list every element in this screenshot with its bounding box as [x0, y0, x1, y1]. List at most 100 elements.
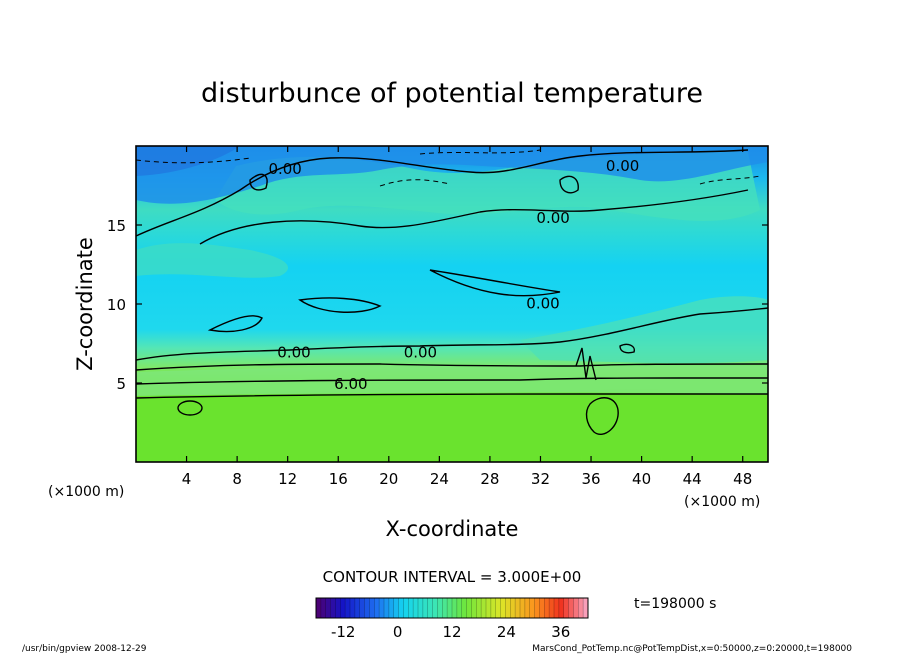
color-bar-swatch	[374, 598, 380, 618]
contour-line-zero-low	[136, 307, 768, 361]
x-tick-label: 12	[278, 470, 297, 488]
color-bar-swatch	[393, 598, 399, 618]
color-bar-swatch	[422, 598, 429, 618]
color-bar-swatch	[583, 598, 589, 618]
contour-island-6	[619, 343, 635, 354]
color-bar-swatch	[398, 598, 404, 618]
y-axis-label: Z-coordinate	[73, 237, 97, 371]
contour-island-3	[429, 269, 561, 297]
color-bar-swatch	[408, 598, 414, 618]
dashed-contours	[136, 149, 761, 187]
color-bar-tick-label: 0	[393, 623, 403, 641]
color-bar-swatch	[495, 598, 501, 618]
color-bar-swatch	[369, 598, 375, 618]
color-bar-swatch	[320, 598, 327, 618]
x-tick-label: 4	[182, 470, 192, 488]
dashed-contour-top-left	[136, 157, 251, 164]
color-bar-swatch	[486, 598, 492, 618]
color-bar-swatch	[384, 598, 390, 618]
color-bar-swatch	[544, 598, 550, 618]
contour-island-5	[249, 173, 268, 191]
contour-island-2	[298, 297, 382, 313]
x-tick-label: 32	[531, 470, 550, 488]
x-axis-unit-right: (×1000 m)	[684, 494, 760, 510]
x-tick-label: 28	[480, 470, 499, 488]
x-axis-ticks: 4 8 12 16 20 24 28 32 36 40 44 48	[182, 146, 752, 488]
contour-label: 0.00	[404, 343, 437, 361]
contour-label: 0.00	[536, 209, 569, 227]
color-bar-tick-label: -12	[331, 623, 356, 641]
contour-line-spike	[575, 347, 597, 381]
color-bar-swatch	[554, 598, 560, 618]
color-bar-swatch	[350, 598, 356, 618]
x-tick-label: 44	[683, 470, 702, 488]
color-bar-swatch	[432, 598, 438, 618]
color-bar-swatch	[481, 598, 487, 618]
color-bar-swatch	[578, 598, 584, 618]
dashed-contour-top-mid	[419, 149, 541, 155]
x-tick-label: 48	[733, 470, 752, 488]
x-tick-label: 40	[632, 470, 651, 488]
color-bar-swatch	[345, 598, 351, 618]
color-bar-swatch	[379, 598, 385, 618]
top-left-deep-band	[136, 146, 240, 176]
contour-line-base-1	[136, 363, 768, 371]
color-bar-swatch	[359, 598, 365, 618]
color-bar-swatch	[413, 598, 419, 618]
color-bar-swatch	[364, 598, 370, 618]
dashed-contour-upper-right	[699, 175, 761, 185]
footer-right: MarsCond_PotTemp.nc@PotTempDist,x=0:5000…	[532, 644, 852, 654]
contour-label: 0.00	[277, 343, 310, 361]
color-bar-swatch	[452, 598, 458, 618]
x-tick-label: 20	[379, 470, 398, 488]
color-bar-ticks: -12 0 12 24 36	[331, 623, 570, 641]
color-bar-swatch	[558, 598, 565, 618]
color-bar-swatch	[510, 598, 516, 618]
contour-closed-lower-right	[585, 397, 619, 435]
contour-lines	[136, 149, 768, 435]
color-bar-swatch	[427, 598, 433, 618]
color-bar-swatch	[529, 598, 535, 618]
left-band-patch	[136, 243, 289, 278]
color-bar-swatch	[316, 598, 322, 618]
color-bar-swatch	[505, 598, 511, 618]
contour-island-1	[207, 315, 263, 333]
color-bar-tick-label: 12	[442, 623, 461, 641]
color-bar-swatch	[520, 598, 526, 618]
dashed-contour-upper-mid	[379, 179, 451, 187]
color-bar-swatch	[335, 598, 341, 618]
y-tick-label: 15	[107, 217, 126, 235]
y-tick-label: 10	[107, 296, 126, 314]
top-blue-band	[136, 146, 768, 204]
color-bar-swatch	[471, 598, 477, 618]
contour-interval-text: CONTOUR INTERVAL = 3.000E+00	[323, 568, 582, 586]
x-axis-unit-left: (×1000 m)	[48, 484, 124, 500]
color-bar-swatch	[539, 598, 545, 618]
x-axis-label: X-coordinate	[386, 517, 519, 541]
color-bar-swatch	[500, 598, 506, 618]
color-bar-swatch	[466, 598, 472, 618]
color-bar-tick-label: 36	[551, 623, 570, 641]
color-bar-swatch	[490, 598, 497, 618]
color-bar-swatch	[418, 598, 424, 618]
color-bar-swatch	[524, 598, 531, 618]
color-bar-swatch	[388, 598, 395, 618]
color-bar-swatch	[476, 598, 482, 618]
contour-label: 0.00	[526, 294, 559, 312]
color-bar-swatch	[549, 598, 555, 618]
color-bar-swatch	[442, 598, 448, 618]
color-bar-swatch	[354, 598, 361, 618]
color-bar-swatch	[534, 598, 540, 618]
x-tick-label: 24	[430, 470, 449, 488]
color-bar-swatch	[461, 598, 467, 618]
color-bar-swatch	[437, 598, 443, 618]
color-bar-frame	[315, 597, 589, 619]
color-bar-swatch	[573, 598, 579, 618]
contour-line-cloud-lower	[199, 189, 749, 245]
contour-label: 6.00	[334, 375, 367, 393]
color-bar-swatch	[340, 598, 346, 618]
y-tick-label: 5	[116, 375, 126, 393]
x-tick-label: 36	[581, 470, 600, 488]
color-bar-swatch	[456, 598, 463, 618]
